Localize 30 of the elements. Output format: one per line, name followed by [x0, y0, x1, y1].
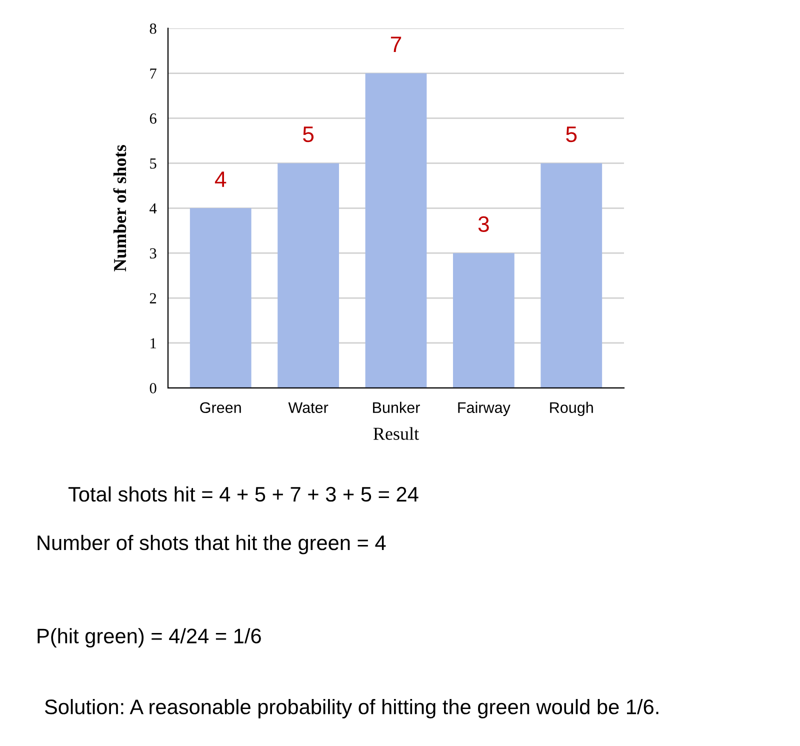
y-tick-label: 2: [150, 293, 156, 304]
bar: [278, 163, 339, 388]
x-tick-label: Bunker: [373, 402, 420, 414]
y-tick-label: 4: [150, 203, 157, 214]
y-tick-label: 5: [150, 158, 156, 169]
text: Number of shots that hit the green = 4: [38, 534, 386, 554]
text: P(hit green) = 4/24 = 1/6: [38, 628, 261, 648]
bar: [453, 253, 514, 388]
data-label: 7: [390, 36, 402, 52]
bar: [190, 208, 252, 388]
text: Solution: A reasonable probability of hitting the green would be 1/6.: [44, 698, 658, 718]
data-label: 5: [303, 126, 314, 142]
text: Total shots hit = 4 + 5 + 7 + 3 + 5 = 24: [68, 486, 418, 502]
y-axis-title: Number of shots: [113, 145, 126, 272]
data-label: 3: [478, 216, 489, 232]
y-tick-label: 0: [150, 383, 156, 394]
y-tick-label: 1: [150, 338, 156, 348]
bar: [365, 73, 427, 388]
x-tick-label: Rough: [550, 402, 593, 416]
data-label: 5: [566, 126, 577, 142]
y-tick-label: 8: [150, 23, 156, 34]
bar: [540, 163, 602, 388]
data-label: 4: [214, 172, 226, 187]
x-tick-label: Green: [200, 402, 241, 414]
x-axis-title: Result: [373, 427, 419, 440]
x-tick-label: Fairway: [458, 402, 510, 416]
x-tick-label: Water: [288, 402, 328, 414]
y-tick-label: 3: [150, 248, 156, 259]
y-tick-label: 6: [150, 113, 156, 124]
y-tick-label: 7: [150, 68, 156, 79]
